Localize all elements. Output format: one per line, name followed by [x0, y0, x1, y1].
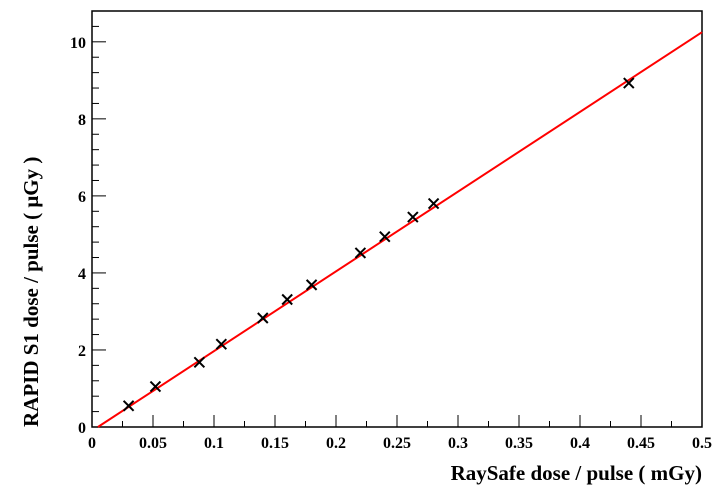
- data-point: [122, 400, 135, 412]
- data-point-stroke: [379, 231, 391, 243]
- x-tick-label: 0.25: [383, 435, 411, 452]
- data-point: [215, 338, 228, 350]
- fit-line-layer: [97, 31, 703, 428]
- data-point-stroke: [623, 77, 635, 89]
- x-tick-label: 0.15: [261, 435, 289, 452]
- y-tick-label: 6: [78, 189, 86, 206]
- data-point: [407, 211, 419, 223]
- data-point-stroke: [122, 400, 135, 412]
- data-point: [379, 231, 391, 243]
- data-point-stroke: [257, 312, 269, 324]
- y-axis-ticks: 0 2 4 6 8 10: [70, 25, 106, 437]
- fit-line: [97, 31, 703, 428]
- data-point-stroke: [193, 356, 206, 368]
- x-axis-title: RaySafe dose / pulse ( mGy): [451, 461, 702, 485]
- y-tick-label: 0: [78, 420, 86, 437]
- x-tick-label: 0.35: [505, 435, 533, 452]
- data-point: [305, 279, 318, 291]
- data-point: [427, 197, 440, 210]
- data-point: [623, 77, 635, 89]
- x-tick-label: 0.45: [627, 435, 655, 452]
- x-tick-label: 0.3: [448, 435, 468, 452]
- x-tick-label: 0.4: [570, 435, 590, 452]
- data-point-stroke: [215, 338, 228, 350]
- plot-frame: [91, 10, 703, 428]
- y-tick-label: 10: [70, 35, 86, 52]
- x-tick-label: 0.1: [204, 435, 224, 452]
- x-axis-ticks: 0 0.05 0.1 0.15 0.2 0.25 0.3 0.35 0.4 0.45 0.5: [88, 415, 712, 452]
- data-point-stroke: [407, 211, 419, 223]
- data-point: [257, 312, 269, 324]
- x-tick-label: 0.5: [692, 435, 712, 452]
- data-point-stroke: [281, 293, 293, 306]
- data-point: [193, 356, 206, 368]
- data-point: [281, 293, 293, 306]
- data-point-stroke: [427, 197, 440, 210]
- x-tick-label: 0: [88, 435, 96, 452]
- data-point-stroke: [305, 279, 318, 291]
- data-point-stroke: [149, 380, 162, 393]
- x-tick-label: 0.05: [139, 435, 167, 452]
- y-axis-title: RAPID S1 dose / pulse ( μGy ): [19, 157, 43, 427]
- y-tick-label: 4: [78, 266, 86, 283]
- data-points-layer: [122, 77, 635, 412]
- data-point: [354, 247, 367, 259]
- data-point: [149, 380, 162, 393]
- y-tick-label: 2: [78, 343, 86, 360]
- y-tick-label: 8: [78, 112, 86, 129]
- x-tick-label: 0.2: [326, 435, 346, 452]
- data-point-stroke: [354, 247, 367, 259]
